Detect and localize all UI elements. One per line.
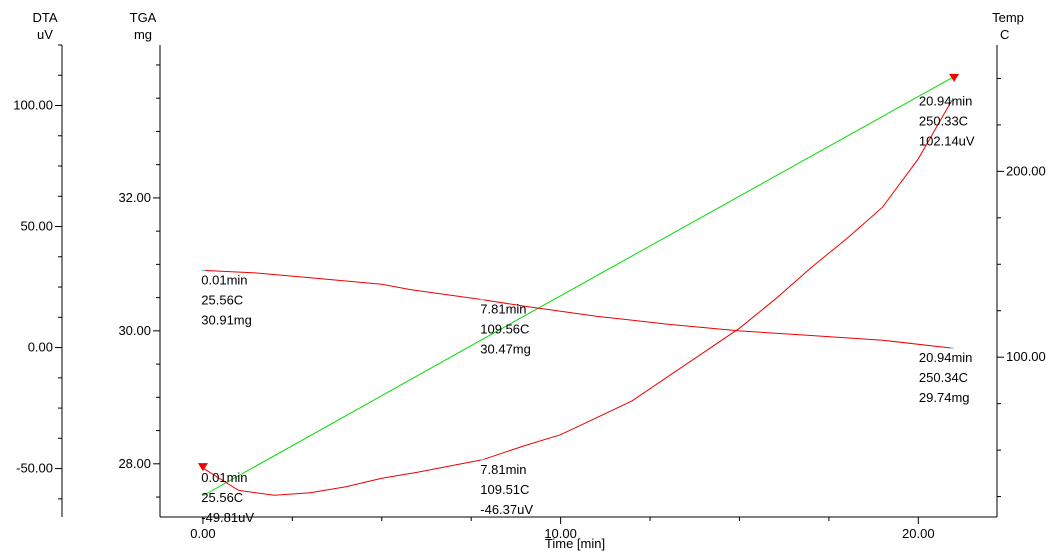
tga-axis-unit: mg [134,27,152,42]
data-point-annotation: 102.14uV [919,133,975,148]
tga-tick-label: 28.00 [118,456,151,471]
endpoint-marker [197,463,208,472]
data-point-annotation: 0.01min [201,470,247,485]
x-tick-label: 10.00 [544,526,577,541]
data-point-annotation: 250.33C [919,113,968,128]
data-point-annotation: -49.81uV [201,510,254,525]
x-tick-label: 0.00 [190,526,215,541]
temp-axis-unit: C [1000,27,1009,42]
temp-tick-label: 200.00 [1006,163,1046,178]
data-point-annotation: 7.81min [480,302,526,317]
x-axis-label: Time [min] [545,536,605,551]
data-point-annotation: 25.56C [201,490,243,505]
data-point-annotation: 20.94min [919,350,972,365]
temp-tick-label: 100.00 [1006,349,1046,364]
dta-tick-label: 100.00 [13,98,53,113]
tga-axis-title: TGA [130,10,157,25]
dta-axis-title: DTA [32,10,57,25]
dta-series-line [202,100,953,496]
chart-marks: 100.00 50.00 0.00 -50.00 32.00 30.00 28.00 200.… [13,44,1046,541]
dta-tick-label: 0.00 [28,340,53,355]
tga-tick-label: 32.00 [118,190,151,205]
data-point-annotation: -46.37uV [480,502,533,517]
x-tick-label: 20.00 [902,526,935,541]
data-point-annotation: 30.91mg [201,312,252,327]
temp-series-line [203,77,953,496]
data-point-annotation: 109.56C [480,322,529,337]
temp-axis-title: Temp [992,10,1024,25]
dta-tick-label: -50.00 [16,461,53,476]
data-point-annotation: 109.51C [480,482,529,497]
data-point-annotation: 0.01min [201,272,247,287]
data-point-annotation: 25.56C [201,292,243,307]
data-point-annotation: 30.47mg [480,342,531,357]
dta-axis-unit: uV [37,27,53,42]
dta-tick-label: 50.00 [20,219,53,234]
tga-series-line [203,269,952,349]
data-point-annotation: 7.81min [480,462,526,477]
data-point-annotation: 250.34C [919,370,968,385]
endpoint-marker [949,73,960,82]
tga-tick-label: 30.00 [118,323,151,338]
data-point-annotation: 20.94min [919,93,972,108]
data-point-annotation: 29.74mg [919,390,970,405]
